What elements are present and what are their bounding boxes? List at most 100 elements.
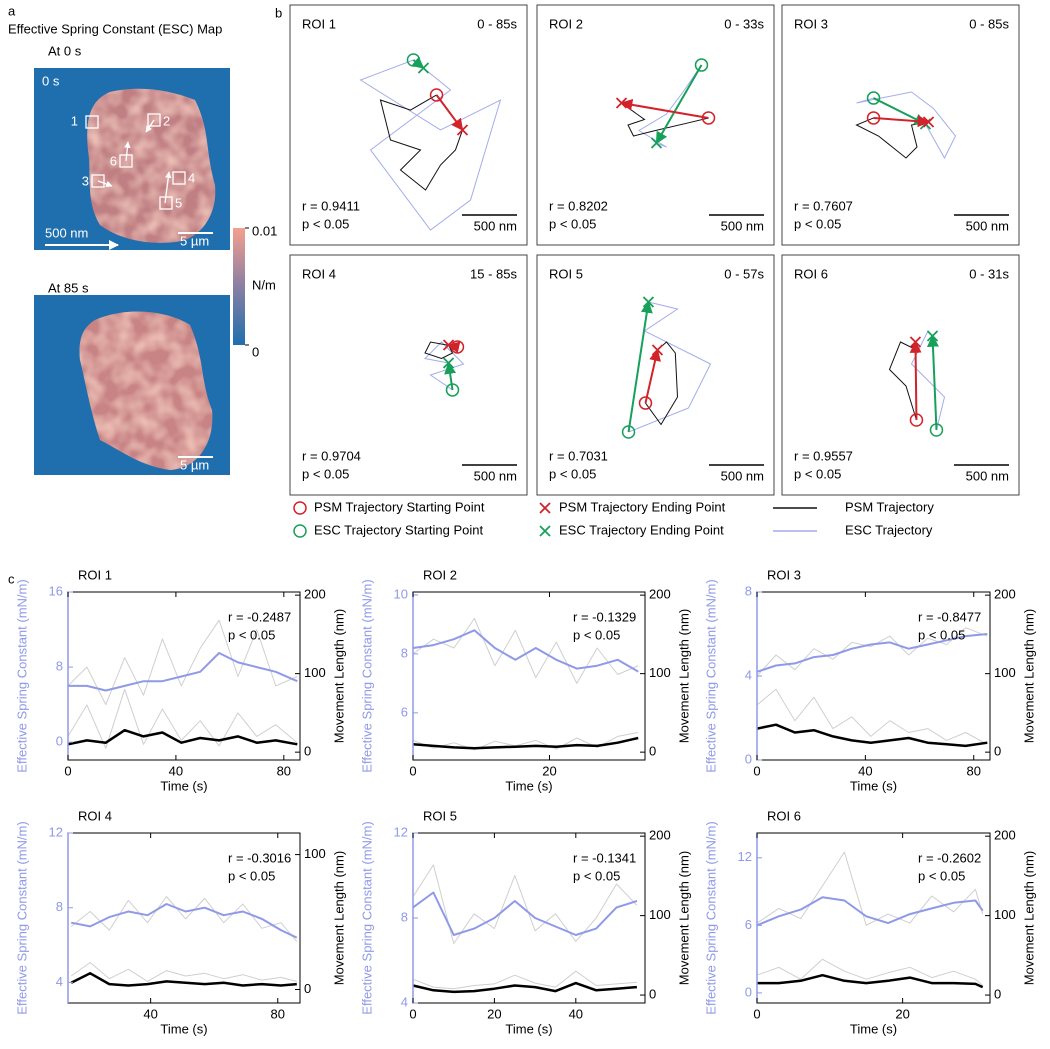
y2-tick-label: 100 <box>649 665 671 680</box>
annotation: p < 0.05 <box>228 868 275 883</box>
panel-label: c <box>8 571 15 586</box>
roi-label: 1 <box>71 113 78 128</box>
series-line <box>412 629 639 673</box>
chart-title: ROI 6 <box>767 808 801 823</box>
roi-boxes <box>85 113 186 210</box>
psm-start <box>866 111 881 125</box>
y-tick-label: 16 <box>49 583 63 598</box>
y2-tick-label: 100 <box>994 665 1016 680</box>
roi-label: 5 <box>175 195 182 210</box>
annotation: r = -0.1341 <box>573 850 636 865</box>
x-tick-label: 0 <box>409 1006 416 1021</box>
roi-frame <box>781 4 1020 246</box>
roi-title: ROI 2 <box>549 16 583 31</box>
y2-axis-label: Movement Length (nm) <box>1021 609 1036 743</box>
x-tick-label: 20 <box>895 1006 909 1021</box>
correlation: r = 0.7607 <box>794 198 853 213</box>
legend-label: PSM Trajectory Ending Point <box>559 499 726 514</box>
esc-end <box>642 296 655 308</box>
psm-end <box>651 344 664 356</box>
y2-tick-label: 0 <box>304 744 311 759</box>
scale-label: 500 nm <box>474 218 517 233</box>
y-axis-label: Effective Spring Constant (mN/m) <box>359 821 374 1014</box>
psm-end <box>456 124 469 136</box>
psm-end <box>922 116 935 128</box>
panel-a: a Effective Spring Constant (ESC) Map At… <box>8 3 276 475</box>
y2-axis-label: Movement Length (nm) <box>676 609 691 743</box>
y-tick-label: 12 <box>738 849 752 864</box>
esc-arrow <box>655 64 703 145</box>
legend-label: PSM Trajectory Starting Point <box>314 499 485 514</box>
y-tick-label: 4 <box>745 667 752 682</box>
cell <box>79 311 213 470</box>
legend-symbol <box>539 502 551 514</box>
legend-label: ESC Trajectory Starting Point <box>314 522 483 537</box>
x-axis-label: Time (s) <box>505 778 552 793</box>
series-line <box>67 619 298 706</box>
series-line <box>68 652 298 692</box>
y-tick-label: 10 <box>394 586 408 601</box>
y-tick-label: 8 <box>745 583 752 598</box>
y2-axis-label: Movement Length (nm) <box>331 851 346 985</box>
psm-arrow <box>909 340 922 421</box>
psm-trajectory <box>379 94 463 191</box>
x-tick-label: 80 <box>277 763 291 778</box>
series-line <box>412 736 639 750</box>
x-tick-label: 40 <box>858 763 872 778</box>
colorbar-tick-label: 0 <box>252 344 259 359</box>
p-value: p < 0.05 <box>794 216 841 231</box>
legend-label: PSM Trajectory <box>845 499 934 514</box>
esc-arrow <box>627 300 653 433</box>
p-value: p < 0.05 <box>302 466 349 481</box>
series-line <box>67 688 298 749</box>
series-line <box>756 723 988 748</box>
esc-start <box>406 53 421 67</box>
chart-title: ROI 2 <box>423 567 457 582</box>
esc-arrow <box>926 334 939 431</box>
y-tick-label: 12 <box>49 824 63 839</box>
series-line <box>756 627 988 677</box>
y2-axis-label: Movement Length (nm) <box>1021 851 1036 985</box>
chart-title: ROI 4 <box>78 808 112 823</box>
psm-end <box>442 339 455 351</box>
x-axis-label: Time (s) <box>850 778 897 793</box>
roi-time: 0 - 85s <box>477 16 517 31</box>
p-value: p < 0.05 <box>549 466 596 481</box>
esc-start <box>445 383 460 397</box>
psm-start <box>909 413 924 427</box>
series-line <box>756 958 984 986</box>
y-axis-label: Effective Spring Constant (mN/m) <box>359 579 374 772</box>
series-line <box>70 896 298 942</box>
annotation: p < 0.05 <box>573 868 620 883</box>
y-tick-label: 8 <box>56 899 63 914</box>
legend-symbol <box>293 501 307 515</box>
esc-start <box>694 58 709 72</box>
roi-frame <box>289 254 528 496</box>
roi-title: ROI 6 <box>794 266 828 281</box>
series-line <box>70 962 297 982</box>
series-line <box>412 891 638 936</box>
x-tick-label: 20 <box>487 1006 501 1021</box>
y2-tick-label: 0 <box>994 744 1001 759</box>
psm-start <box>429 88 444 102</box>
esc-trajectory <box>856 91 957 160</box>
x-axis-label: Time (s) <box>160 1021 207 1036</box>
colorbar-tick-label: 0.01 <box>252 223 277 238</box>
p-value: p < 0.05 <box>302 216 349 231</box>
series-line <box>70 972 297 987</box>
x-tick-label: 40 <box>169 763 183 778</box>
legend-label: ESC Trajectory Ending Point <box>559 522 724 537</box>
y2-tick-label: 200 <box>649 587 671 602</box>
esc-trajectory <box>359 59 502 231</box>
legend-symbol <box>293 524 307 538</box>
annotation: r = -0.1329 <box>573 609 636 624</box>
roi-label: 3 <box>82 173 89 188</box>
y-tick-label: 8 <box>56 659 63 674</box>
annotation: r = -0.8477 <box>918 609 981 624</box>
correlation: r = 0.9704 <box>302 448 361 463</box>
series-line <box>756 688 988 745</box>
psm-trajectory <box>888 341 917 421</box>
y-tick-label: 4 <box>56 974 63 989</box>
roi-label: 4 <box>188 170 195 185</box>
esc-start <box>929 423 944 437</box>
